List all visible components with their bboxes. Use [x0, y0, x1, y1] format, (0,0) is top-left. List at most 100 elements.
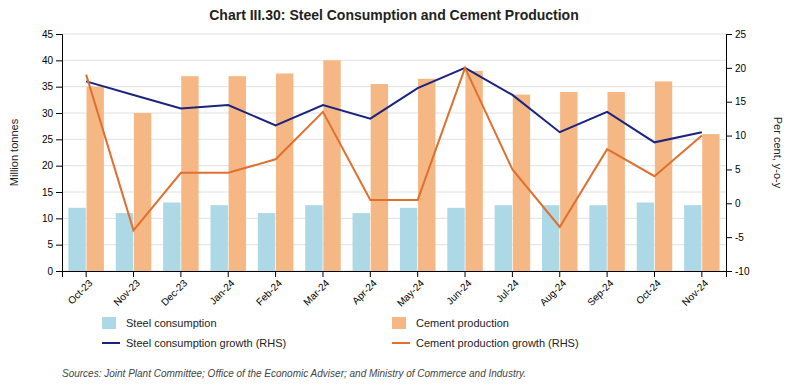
tick-mark [86, 271, 87, 277]
bar [353, 213, 370, 271]
tick-label: May-24 [395, 277, 427, 309]
tick: Sep-24 [585, 271, 616, 308]
tick: Jun-24 [444, 271, 474, 307]
tick: 20 [726, 63, 747, 74]
tick-label: Jan-24 [207, 277, 237, 307]
title: Chart III.30: Steel Consumption and Ceme… [209, 7, 578, 23]
tick-mark [275, 271, 276, 277]
tick-mark [417, 271, 418, 277]
tick: 45 [42, 29, 62, 40]
tick-label: Sep-24 [585, 277, 616, 308]
grid-line [62, 192, 726, 193]
bar [655, 81, 672, 271]
legend-swatch [392, 342, 410, 344]
tick-mark [56, 245, 62, 246]
plot: Oct-23Nov-23Dec-23Jan-24Feb-24Mar-24Apr-… [42, 29, 750, 309]
tick-mark [726, 271, 732, 272]
tick-mark [56, 60, 62, 61]
axis-title: Per cent, y-o-y [772, 117, 784, 189]
tick: -5 [726, 232, 744, 243]
tick-mark [726, 237, 732, 238]
axis-domain [727, 35, 733, 272]
legend-item: Cement production [392, 317, 509, 329]
tick-mark [56, 192, 62, 193]
tick: 25 [726, 29, 747, 40]
tick: 20 [42, 160, 62, 171]
tick: 30 [42, 108, 62, 119]
tick: 5 [726, 164, 741, 175]
tick-mark [465, 271, 466, 277]
axis-title: Million tonnes [8, 118, 20, 186]
tick: 10 [726, 130, 747, 141]
tick: Oct-24 [634, 271, 663, 306]
tick-mark [512, 271, 513, 277]
legend-swatch [392, 317, 406, 329]
tick: Jul-24 [494, 271, 521, 304]
grid-line [62, 165, 726, 166]
tick-mark [370, 271, 371, 277]
bar [276, 74, 293, 272]
tick-mark [726, 102, 732, 103]
legend-item: Cement production growth (RHS) [392, 337, 579, 349]
grid-line [62, 218, 726, 219]
tick-mark [56, 139, 62, 140]
tick-mark [56, 218, 62, 219]
tick: 25 [42, 134, 62, 145]
tick-mark [726, 34, 732, 35]
grid-line [62, 139, 726, 140]
tick-label: 0 [735, 198, 741, 209]
tick-label: 10 [735, 130, 747, 141]
axis-domain [63, 272, 727, 278]
tick-label: 20 [42, 160, 54, 171]
bar [163, 203, 180, 271]
legend-label: Cement production growth (RHS) [416, 337, 579, 349]
bar [684, 205, 701, 271]
tick-label: 0 [47, 266, 53, 277]
tick-label: Dec-23 [159, 277, 190, 308]
grid-line [62, 34, 726, 35]
bar [513, 95, 530, 271]
grid-line [62, 244, 726, 245]
tick-label: 25 [735, 29, 747, 40]
tick-label: 5 [47, 239, 53, 250]
bar [702, 134, 719, 271]
legend-swatch [102, 317, 116, 329]
chart: Chart III.30: Steel Consumption and Ceme… [0, 0, 788, 387]
legend-label: Steel consumption growth (RHS) [126, 337, 286, 349]
tick: 0 [47, 266, 62, 277]
tick-mark [56, 271, 62, 272]
tick-label: Jul-24 [494, 277, 521, 304]
line [86, 68, 702, 142]
bar [637, 203, 654, 271]
tick-label: Apr-24 [350, 277, 379, 306]
legend-label: Steel consumption [126, 317, 217, 329]
tick-mark [180, 271, 181, 277]
grid [62, 34, 726, 271]
tick-label: 35 [42, 81, 54, 92]
tick-mark [56, 34, 62, 35]
tick-mark [726, 203, 732, 204]
tick-mark [654, 271, 655, 277]
tick-mark [56, 87, 62, 88]
axis-domain [56, 35, 63, 272]
tick-mark [322, 271, 323, 277]
tick-label: Feb-24 [254, 277, 284, 307]
tick-label: 5 [735, 164, 741, 175]
tick-label: Jun-24 [444, 277, 474, 307]
tick: Dec-23 [159, 271, 190, 308]
tick-label: -10 [735, 266, 750, 277]
bar [589, 205, 606, 271]
tick-mark [726, 68, 732, 69]
bar [323, 60, 340, 271]
tick-label: 45 [42, 29, 54, 40]
axis: 051015202530354045 [42, 29, 63, 277]
axis: Oct-23Nov-23Dec-23Jan-24Feb-24Mar-24Apr-… [63, 271, 727, 309]
tick-label: 15 [735, 96, 747, 107]
bar [447, 208, 464, 271]
legend-label: Cement production [416, 317, 509, 329]
legend-swatch [102, 342, 120, 344]
legend-item: Steel consumption growth (RHS) [102, 337, 286, 349]
tick: 40 [42, 55, 62, 66]
bar [68, 208, 85, 271]
tick-label: 10 [42, 213, 54, 224]
